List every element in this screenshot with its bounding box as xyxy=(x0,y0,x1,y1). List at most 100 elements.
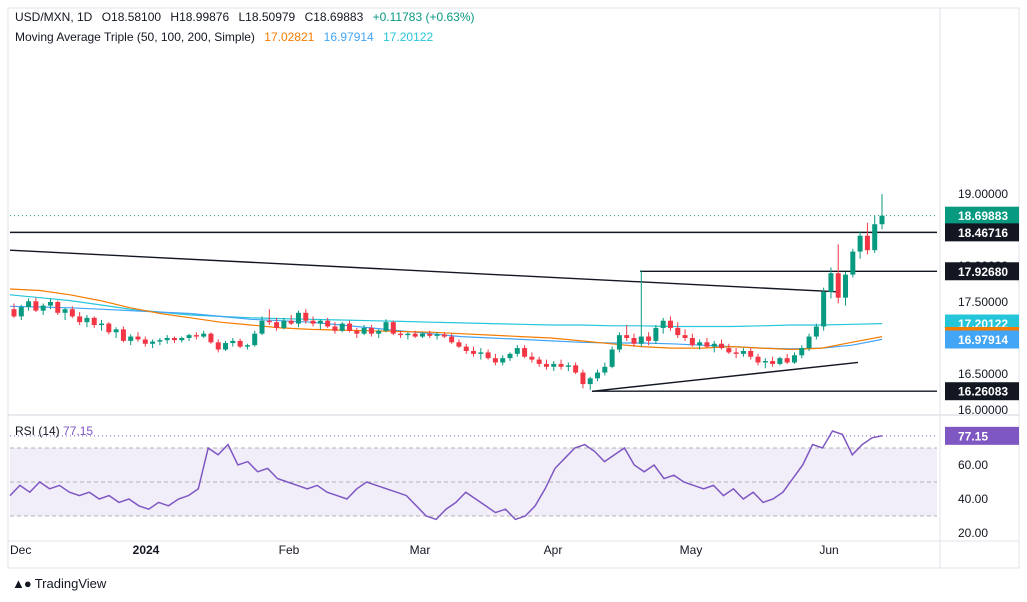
rsi-tick-label: 20.00 xyxy=(958,526,988,540)
candle-body xyxy=(441,334,447,337)
ma-label[interactable]: Moving Average Triple (50, 100, 200, Sim… xyxy=(15,30,255,44)
candle-body xyxy=(456,342,462,347)
candle-body xyxy=(412,333,418,337)
price-marker-box xyxy=(945,382,1019,401)
candle-body xyxy=(689,338,695,346)
candle-body xyxy=(193,335,199,337)
candle-body xyxy=(507,353,513,359)
price-marker-box xyxy=(945,330,1019,349)
candle-body xyxy=(485,352,491,359)
candle-body xyxy=(208,333,214,343)
candle-body xyxy=(719,343,725,349)
candle-body xyxy=(726,348,732,353)
candle-body xyxy=(390,322,396,334)
candle-body xyxy=(281,320,287,328)
candle-body xyxy=(186,335,192,338)
candle-body xyxy=(361,327,367,334)
candle-body xyxy=(55,302,61,313)
brand[interactable]: ▲● TradingView xyxy=(12,576,106,591)
candle-body xyxy=(682,335,688,338)
candle-body xyxy=(667,320,673,328)
candle-body xyxy=(405,333,411,336)
candle-body xyxy=(806,336,812,349)
candle-body xyxy=(595,372,601,379)
candle-body xyxy=(697,342,703,346)
rsi-value-label: 77.15 xyxy=(958,429,988,443)
candle-body xyxy=(449,336,455,343)
candle-body xyxy=(748,350,754,357)
candle-body xyxy=(565,365,571,367)
candle-body xyxy=(310,320,316,324)
grid xyxy=(7,7,1020,569)
time-tick-label: Feb xyxy=(279,543,300,557)
price-tick-label: 16.00000 xyxy=(958,403,1008,417)
ohlc-header: USD/MXN, 1D O18.58100 H18.99876 L18.5097… xyxy=(15,10,480,24)
rsi-line-path xyxy=(9,430,883,521)
candle-body xyxy=(762,361,768,363)
candle-body xyxy=(835,273,841,298)
candle-body xyxy=(62,309,68,313)
candle-body xyxy=(18,307,24,317)
candle-body xyxy=(843,274,849,298)
candle-body xyxy=(558,363,564,367)
candle-body xyxy=(864,235,870,251)
high-value: H18.99876 xyxy=(170,10,230,24)
candle-body xyxy=(215,342,221,350)
symbol-label[interactable]: USD/MXN, 1D xyxy=(15,10,93,24)
candle-body xyxy=(295,312,301,324)
price-tick-label: 16.50000 xyxy=(958,367,1008,381)
time-tick-label: May xyxy=(680,543,703,557)
price-marker-label: 18.69883 xyxy=(958,209,1008,223)
candle-body xyxy=(135,336,141,340)
time-axis: Dec 2024 Feb Mar Apr May Jun xyxy=(10,543,839,557)
candle-body xyxy=(500,358,506,363)
candle-body xyxy=(339,323,345,331)
candle-body xyxy=(398,333,404,336)
candle-body xyxy=(120,329,126,341)
candle-body xyxy=(419,333,425,337)
ma100-line xyxy=(9,305,883,350)
candle-body xyxy=(150,341,156,344)
candle-body xyxy=(660,320,666,328)
candle-body xyxy=(543,363,549,367)
candle-body xyxy=(740,350,746,354)
candle-body xyxy=(368,327,374,334)
candle-body xyxy=(616,335,622,350)
candle-body xyxy=(587,378,593,385)
candle-body xyxy=(777,358,783,364)
candle-body xyxy=(142,339,148,344)
chart-frame xyxy=(7,7,1020,569)
candle-body xyxy=(872,224,878,251)
price-tick-label: 19.00000 xyxy=(958,187,1008,201)
rsi-header: RSI (14) 77.15 xyxy=(15,424,93,438)
candle-body xyxy=(624,335,630,338)
candle-body xyxy=(638,336,644,344)
candle-body xyxy=(770,361,776,364)
time-tick-label: 2024 xyxy=(133,543,160,557)
candle-body xyxy=(463,346,469,351)
time-tick-label: Dec xyxy=(10,543,31,557)
candle-body xyxy=(223,343,229,350)
candle-body xyxy=(84,317,90,323)
candle-body xyxy=(514,348,520,354)
candle-body xyxy=(799,348,805,356)
price-marker-label: 16.26083 xyxy=(958,385,1008,399)
ma-header: Moving Average Triple (50, 100, 200, Sim… xyxy=(15,30,439,44)
time-tick-label: Jun xyxy=(819,543,838,557)
candle-body xyxy=(69,309,75,317)
rsi-label[interactable]: RSI (14) xyxy=(15,424,60,438)
rsi-line xyxy=(9,430,883,521)
rsi-value-text: 77.15 xyxy=(63,424,94,438)
candle-body xyxy=(733,352,739,354)
candle-body xyxy=(91,317,97,326)
candle-body xyxy=(325,320,331,327)
time-tick-label: Apr xyxy=(544,543,563,557)
candle-body xyxy=(179,338,185,341)
candle-body xyxy=(317,320,323,324)
rsi-value-box xyxy=(945,426,1019,445)
candle-body xyxy=(40,305,46,311)
candle-body xyxy=(580,372,586,385)
candle-body xyxy=(332,326,338,331)
candle-body xyxy=(529,356,535,360)
candle-body xyxy=(828,273,834,292)
